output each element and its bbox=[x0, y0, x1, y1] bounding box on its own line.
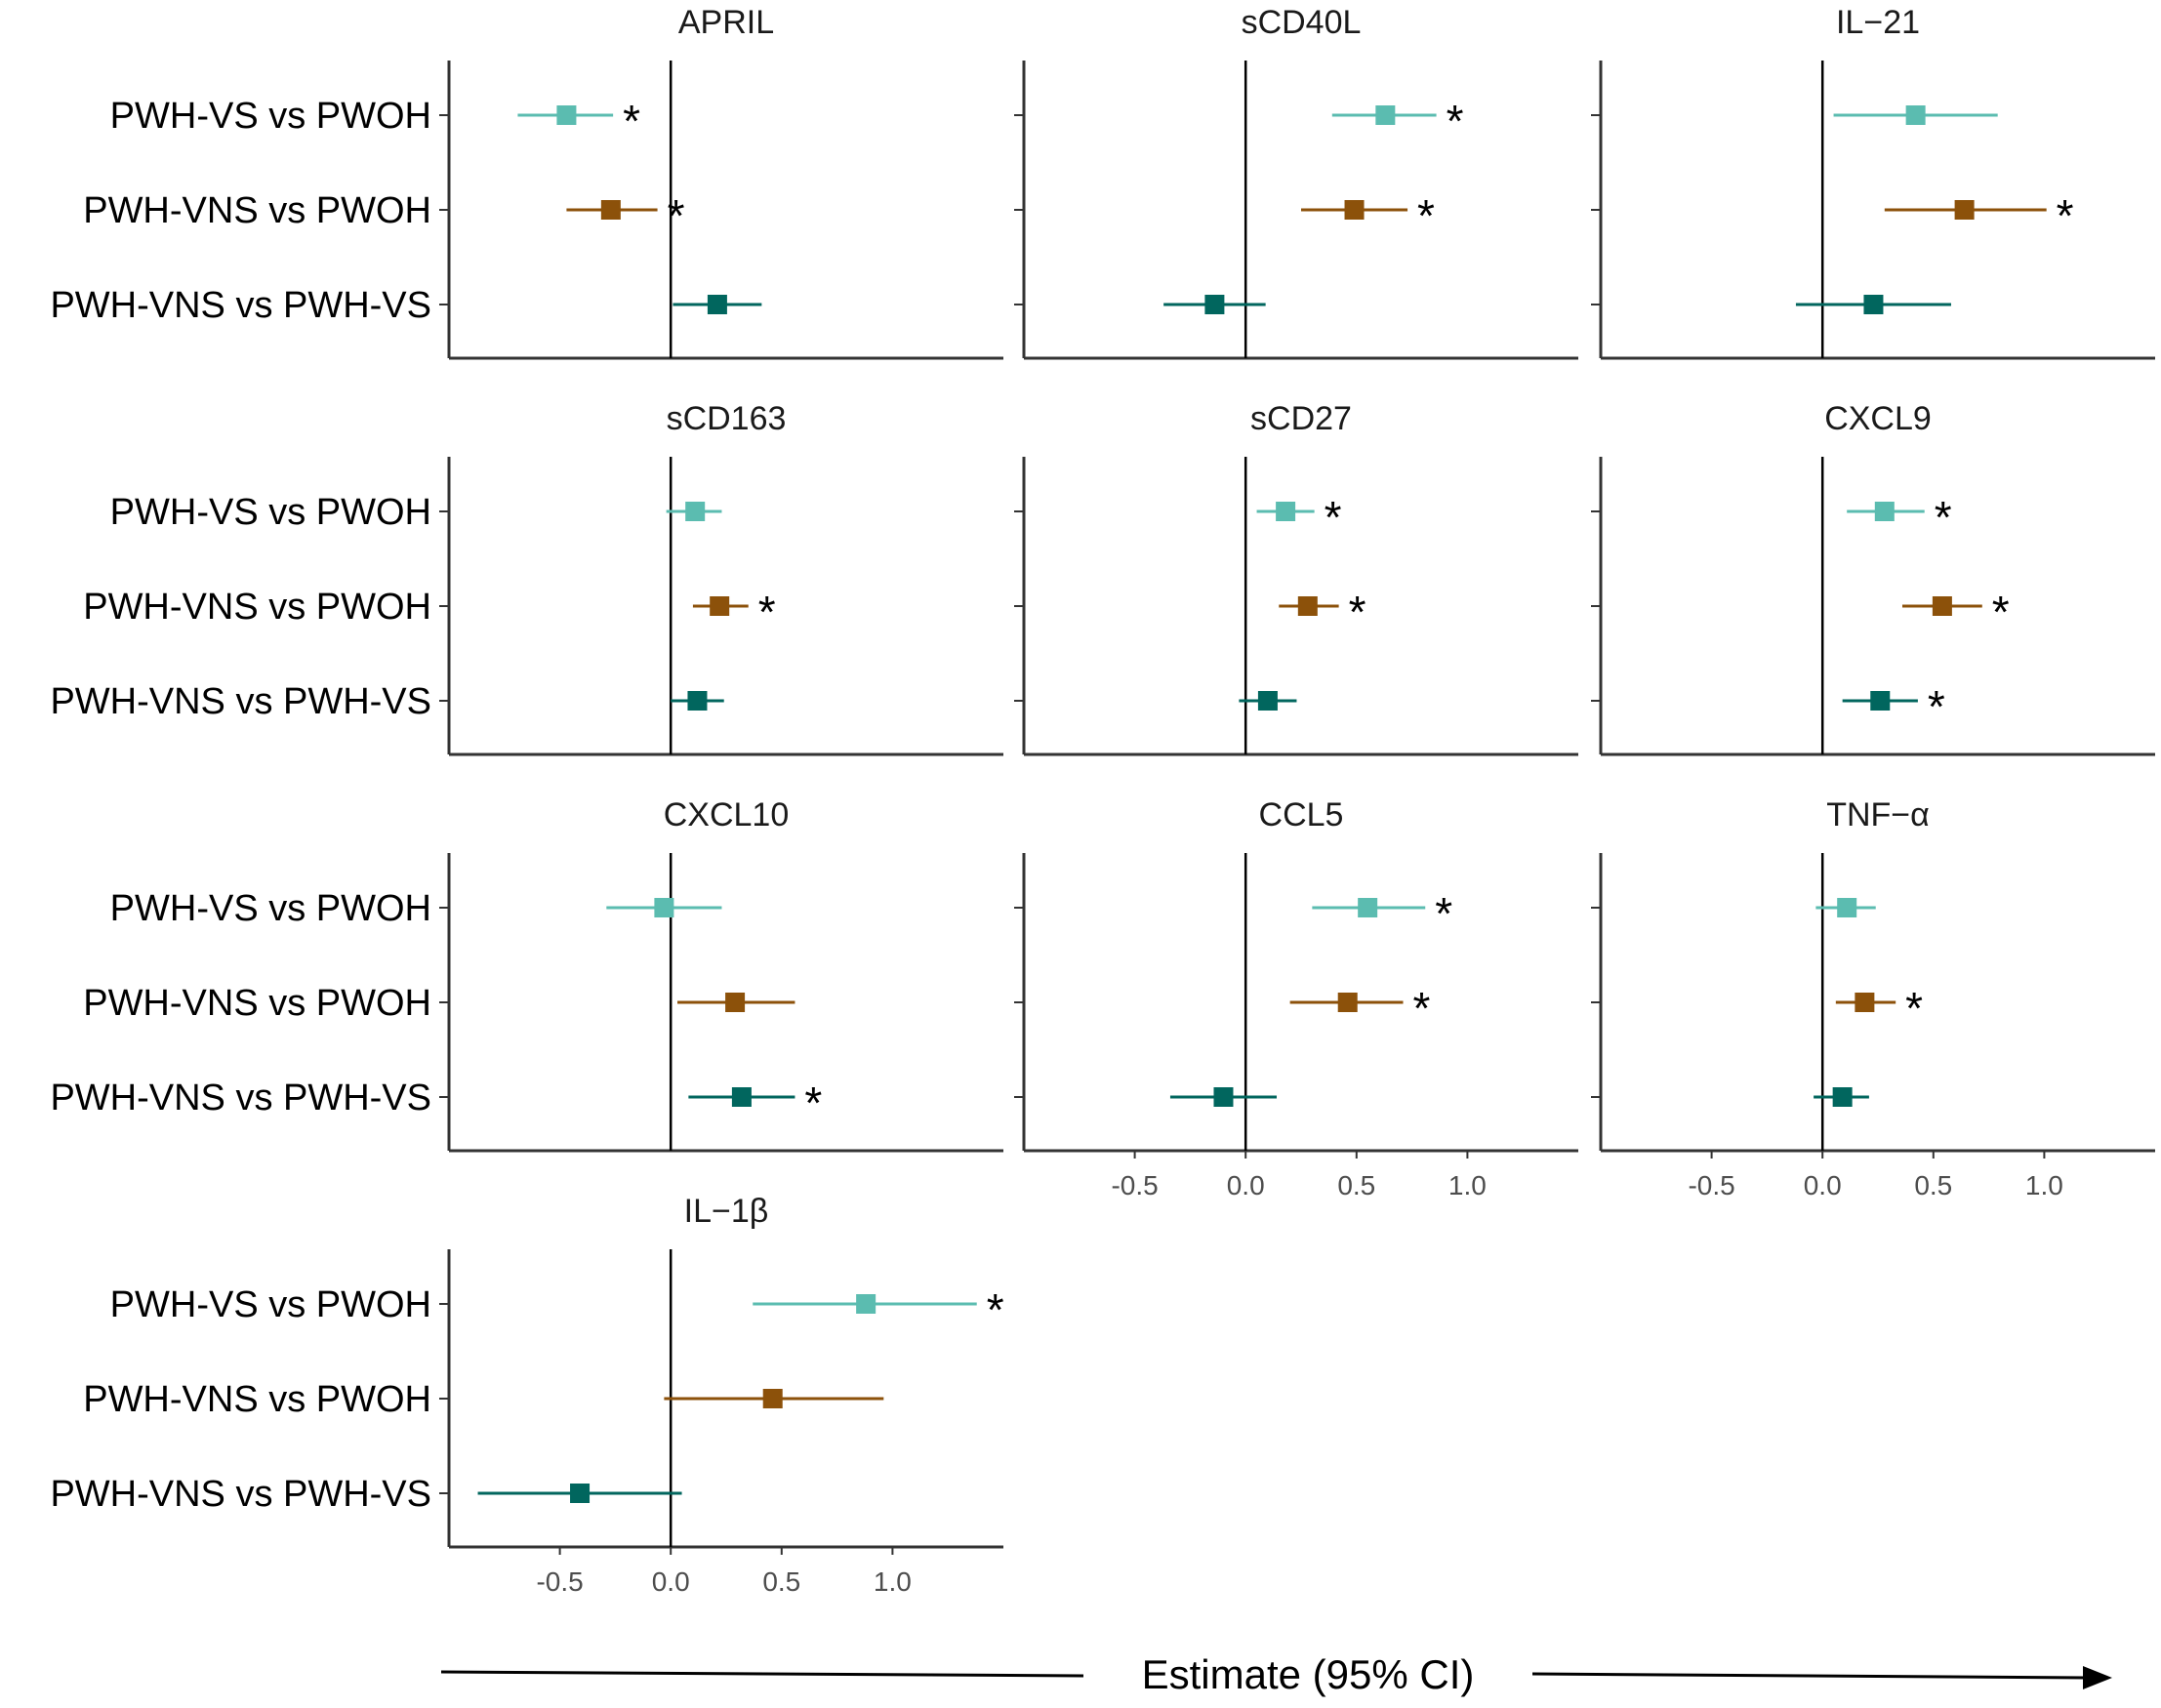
x-tick-label: 0.5 bbox=[1914, 1170, 1952, 1200]
point-estimate-marker bbox=[654, 898, 674, 917]
significance-star: * bbox=[804, 1078, 822, 1128]
point-estimate-marker bbox=[1870, 691, 1891, 711]
significance-star: * bbox=[987, 1284, 1004, 1335]
row-label: PWH-VNS vs PWH-VS bbox=[50, 1078, 431, 1118]
panels-layer: APRIL PWH-VS vs PWOH * PWH-VNS vs PWOH * PWH-… bbox=[50, 4, 2155, 1597]
significance-star: * bbox=[1435, 888, 1452, 939]
point-estimate-marker bbox=[707, 295, 727, 314]
x-tick-label: 0.0 bbox=[1804, 1170, 1842, 1200]
point-estimate-marker bbox=[1257, 691, 1278, 711]
x-tick-label: 1.0 bbox=[1448, 1170, 1487, 1200]
panel-8: CCL5 ** -0.5 0.0 0.5 1.0 bbox=[1014, 796, 1578, 1200]
point-estimate-marker bbox=[710, 596, 730, 616]
significance-star: * bbox=[2057, 190, 2074, 241]
point-estimate-marker bbox=[1337, 993, 1358, 1012]
point-estimate-marker bbox=[1874, 502, 1895, 521]
panel-title: TNF−α bbox=[1826, 796, 1930, 834]
x-tick-label: 0.0 bbox=[1227, 1170, 1265, 1200]
point-estimate-marker bbox=[1213, 1087, 1234, 1107]
row-label: PWH-VNS vs PWH-VS bbox=[50, 1474, 431, 1515]
x-axis-arrow-right-line bbox=[1531, 1672, 2090, 1680]
row-label: PWH-VNS vs PWOH bbox=[83, 190, 431, 231]
point-estimate-marker bbox=[1375, 105, 1396, 125]
panel-10: IL−1β PWH-VS vs PWOH * PWH-VNS vs PWOH PWH-V… bbox=[50, 1193, 1003, 1597]
row-label: PWH-VNS vs PWOH bbox=[83, 587, 431, 628]
row-label: PWH-VNS vs PWH-VS bbox=[50, 285, 431, 326]
row-label: PWH-VS vs PWOH bbox=[110, 492, 431, 533]
panel-6: CXCL9 * * * bbox=[1591, 400, 2155, 756]
significance-star: * bbox=[1447, 96, 1464, 146]
x-tick-label: -0.5 bbox=[536, 1566, 583, 1597]
x-tick-label: 1.0 bbox=[874, 1566, 912, 1597]
panel-7: CXCL10 PWH-VS vs PWOH PWH-VNS vs PWOH PWH-V… bbox=[50, 796, 1003, 1153]
x-tick-label: 0.0 bbox=[652, 1566, 690, 1597]
panel-title: CCL5 bbox=[1259, 796, 1344, 834]
point-estimate-marker bbox=[856, 1294, 877, 1314]
point-estimate-marker bbox=[1204, 295, 1225, 314]
panel-title: CXCL9 bbox=[1824, 400, 1932, 437]
point-estimate-marker bbox=[570, 1484, 591, 1503]
point-estimate-marker bbox=[1297, 596, 1318, 616]
significance-star: * bbox=[1928, 681, 1945, 732]
point-estimate-marker bbox=[1905, 105, 1926, 125]
significance-star: * bbox=[1417, 190, 1435, 241]
row-label: PWH-VS vs PWOH bbox=[110, 96, 431, 137]
significance-star: * bbox=[1349, 587, 1366, 637]
panel-9: TNF−α * -0.5 0.0 0.5 1.0 bbox=[1591, 796, 2155, 1200]
point-estimate-marker bbox=[725, 993, 746, 1012]
point-estimate-marker bbox=[1855, 993, 1875, 1012]
significance-star: * bbox=[1992, 587, 2010, 637]
panel-title: CXCL10 bbox=[664, 796, 790, 834]
significance-star: * bbox=[1325, 492, 1342, 543]
point-estimate-marker bbox=[685, 502, 706, 521]
panel-4: sCD163 PWH-VS vs PWOH PWH-VNS vs PWOH * PWH-… bbox=[50, 400, 1003, 756]
x-tick-label: 1.0 bbox=[2025, 1170, 2063, 1200]
panel-title: IL−21 bbox=[1836, 4, 1920, 41]
row-label: PWH-VS vs PWOH bbox=[110, 888, 431, 929]
point-estimate-marker bbox=[1276, 502, 1296, 521]
point-estimate-marker bbox=[556, 105, 577, 125]
point-estimate-marker bbox=[762, 1389, 783, 1408]
panel-2: sCD40L ** bbox=[1014, 4, 1578, 360]
panel-title: sCD40L bbox=[1242, 4, 1362, 41]
x-tick-label: -0.5 bbox=[1688, 1170, 1734, 1200]
panel-3: IL−21 * bbox=[1591, 4, 2155, 360]
point-estimate-marker bbox=[1837, 898, 1857, 917]
significance-star: * bbox=[1935, 492, 1952, 543]
point-estimate-marker bbox=[1932, 596, 1952, 616]
row-label: PWH-VNS vs PWOH bbox=[83, 1379, 431, 1420]
x-axis-arrow-left-line bbox=[440, 1670, 1084, 1678]
panel-title: sCD163 bbox=[667, 400, 787, 437]
point-estimate-marker bbox=[731, 1087, 752, 1107]
significance-star: * bbox=[1413, 983, 1431, 1034]
point-estimate-marker bbox=[687, 691, 708, 711]
panel-title: IL−1β bbox=[684, 1193, 769, 1230]
point-estimate-marker bbox=[1954, 200, 1975, 220]
significance-star: * bbox=[1905, 983, 1923, 1034]
panel-title: APRIL bbox=[678, 4, 774, 41]
point-estimate-marker bbox=[1358, 898, 1378, 917]
significance-star: * bbox=[668, 190, 685, 241]
x-axis-arrow-head bbox=[2083, 1666, 2112, 1689]
point-estimate-marker bbox=[1832, 1087, 1853, 1107]
row-label: PWH-VNS vs PWH-VS bbox=[50, 681, 431, 722]
x-tick-label: 0.5 bbox=[762, 1566, 800, 1597]
x-axis-label: Estimate (95% CI) bbox=[1142, 1651, 1475, 1697]
significance-star: * bbox=[758, 587, 776, 637]
point-estimate-marker bbox=[1863, 295, 1884, 314]
x-tick-label: -0.5 bbox=[1111, 1170, 1158, 1200]
row-label: PWH-VS vs PWOH bbox=[110, 1284, 431, 1325]
point-estimate-marker bbox=[1344, 200, 1365, 220]
x-axis-label-group: Estimate (95% CI) bbox=[440, 1651, 2112, 1697]
x-tick-label: 0.5 bbox=[1337, 1170, 1375, 1200]
panel-5: sCD27 ** bbox=[1014, 400, 1578, 756]
significance-star: * bbox=[623, 96, 640, 146]
panel-1: APRIL PWH-VS vs PWOH * PWH-VNS vs PWOH * PWH-… bbox=[50, 4, 1003, 360]
panel-title: sCD27 bbox=[1250, 400, 1352, 437]
point-estimate-marker bbox=[600, 200, 621, 220]
row-label: PWH-VNS vs PWOH bbox=[83, 983, 431, 1024]
